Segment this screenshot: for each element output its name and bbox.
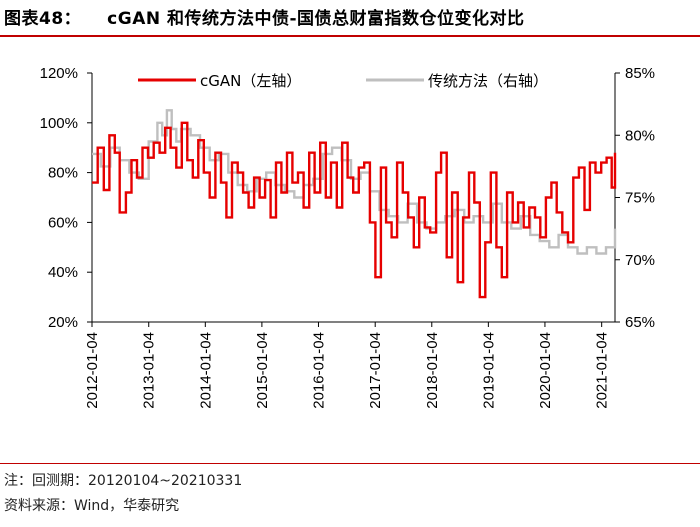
x-tick-label: 2015-01-04 xyxy=(254,332,271,409)
x-tick-label: 2019-01-04 xyxy=(480,332,497,409)
axes: 20% 40% 60% 80% 100% 120% 65% 70% 75% 80% 85% 2012-… xyxy=(40,65,655,409)
chart-title: 图表48： cGAN 和传统方法中债-国债总财富指数仓位变化对比 xyxy=(4,4,525,29)
series-layer xyxy=(92,109,617,299)
x-tick-label: 2021-01-04 xyxy=(594,332,611,409)
x-tick-label: 2017-01-04 xyxy=(367,332,384,409)
left-tick-label: 60% xyxy=(48,214,78,231)
source-note: 资料来源：Wind，华泰研究 xyxy=(4,498,180,514)
left-tick-label: 80% xyxy=(48,165,78,182)
right-tick-label: 85% xyxy=(625,65,655,82)
legend-label-traditional: 传统方法（右轴） xyxy=(428,72,548,90)
right-tick-label: 65% xyxy=(625,314,655,331)
left-tick-label: 20% xyxy=(48,314,78,331)
right-tick-label: 70% xyxy=(625,252,655,269)
x-tick-label: 2020-01-04 xyxy=(537,332,554,409)
left-tick-label: 40% xyxy=(48,264,78,281)
x-tick-label: 2012-01-04 xyxy=(84,332,101,409)
footnote: 注：回测期：20120104~20210331 xyxy=(4,473,243,489)
figure-label: 图表48： xyxy=(4,9,82,29)
left-tick-label: 120% xyxy=(40,65,78,82)
x-tick-label: 2014-01-04 xyxy=(197,332,214,409)
title-rule xyxy=(0,35,700,37)
right-tick-label: 75% xyxy=(625,190,655,207)
left-tick-label: 100% xyxy=(40,115,78,132)
legend-label-cgan: cGAN（左轴） xyxy=(200,72,301,90)
legend: cGAN（左轴） 传统方法（右轴） xyxy=(138,72,548,90)
x-tick-label: 2013-01-04 xyxy=(141,332,158,409)
x-tick-label: 2018-01-04 xyxy=(424,332,441,409)
right-tick-label: 80% xyxy=(625,127,655,144)
footer-rule xyxy=(0,463,700,464)
series-line-cgan xyxy=(92,121,617,299)
x-tick-label: 2016-01-04 xyxy=(310,332,327,409)
chart-area: 20% 40% 60% 80% 100% 120% 65% 70% 75% 80% 85% 2012-… xyxy=(40,65,655,409)
figure-title: cGAN 和传统方法中债-国债总财富指数仓位变化对比 xyxy=(107,9,525,29)
